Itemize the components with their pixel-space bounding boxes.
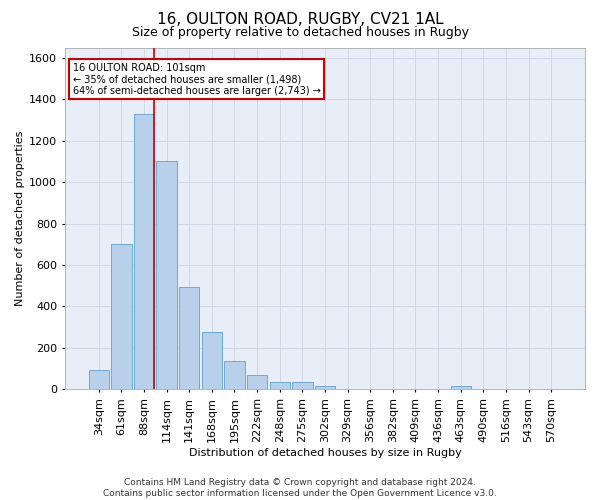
Text: Contains HM Land Registry data © Crown copyright and database right 2024.
Contai: Contains HM Land Registry data © Crown c… [103,478,497,498]
Text: Size of property relative to detached houses in Rugby: Size of property relative to detached ho… [131,26,469,39]
Bar [111,244,131,389]
Text: 16, OULTON ROAD, RUGBY, CV21 1AL: 16, OULTON ROAD, RUGBY, CV21 1AL [157,12,443,28]
Bar [292,382,313,389]
Bar [315,386,335,389]
Bar [247,374,267,389]
Bar [157,162,177,389]
Bar [179,286,199,389]
X-axis label: Distribution of detached houses by size in Rugby: Distribution of detached houses by size … [188,448,461,458]
Bar [451,386,471,389]
Y-axis label: Number of detached properties: Number of detached properties [15,130,25,306]
Bar [224,361,245,389]
Bar [89,370,109,389]
Text: 16 OULTON ROAD: 101sqm
← 35% of detached houses are smaller (1,498)
64% of semi-: 16 OULTON ROAD: 101sqm ← 35% of detached… [73,63,320,96]
Bar [134,114,154,389]
Bar [269,382,290,389]
Bar [202,332,222,389]
